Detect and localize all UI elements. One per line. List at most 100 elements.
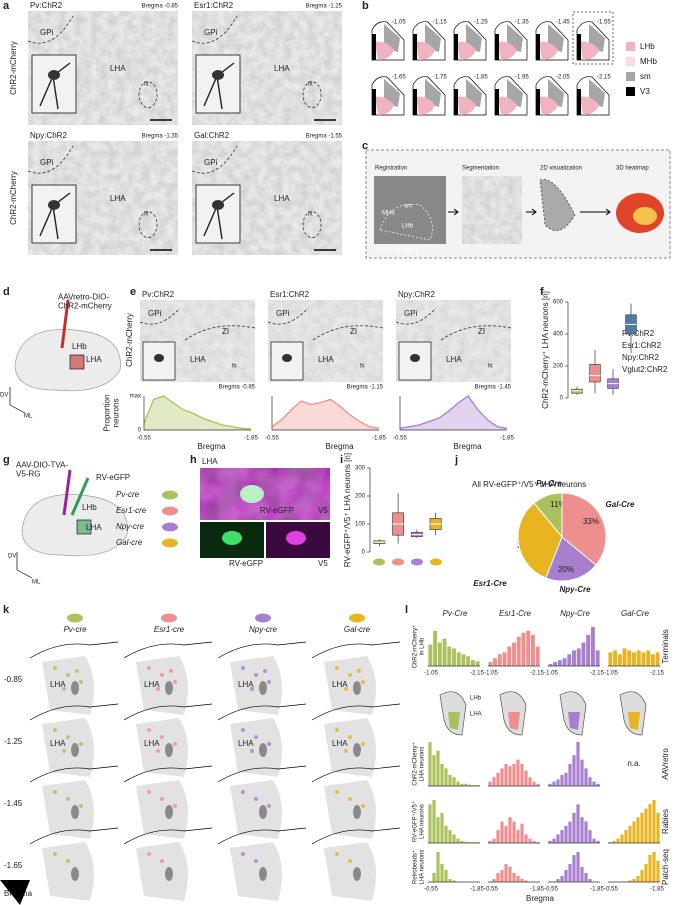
shape [217,703,307,721]
histogram-bar [572,855,576,882]
slice-label: -1.15 [433,20,447,26]
column-header: Pv-Cre [443,609,468,618]
virus: RV-eGFP [96,473,130,482]
fornix [165,681,173,695]
mouse-icon [255,613,271,623]
shape [311,765,401,783]
histogram-bar [548,664,553,666]
histogram-bar [560,775,564,786]
histogram-bar [646,650,651,666]
histogram-bar [440,764,444,786]
histogram-bar [616,838,620,843]
histogram-bar [640,870,644,882]
histogram-bar [436,852,440,882]
shape [136,718,188,777]
channel-label: RV-eGFP [260,506,294,515]
x-tick-label: -0.55 [265,436,279,442]
histogram-bar [552,781,556,786]
pie-slice [561,492,607,566]
shape [29,765,119,783]
histogram-bar [492,879,496,882]
histogram-bar [475,661,480,666]
line-label: Gal-cre [116,538,143,547]
histogram-bar [452,880,456,882]
region: MHb [382,211,395,217]
histogram-bar [655,652,660,666]
region: GPi [40,28,54,37]
region: LHb [72,342,87,351]
shape [539,41,558,60]
x-tick-label: -2.15 [470,671,484,677]
histogram-bar [572,650,576,666]
x-tick-label: -1.85 [590,887,604,893]
histogram-bar [472,785,476,786]
legend-label: Npy:ChR2 [622,353,659,362]
shape [495,34,499,60]
cell-dot [75,669,79,673]
histogram-bar [456,781,460,786]
category-label: Esr1-Cre [473,579,507,588]
y-tick-label: 100 [355,522,366,528]
step-label: 2D visualization [540,166,582,172]
shape [230,718,282,777]
line-label: Npy-cre [249,625,278,634]
cell-dot [169,669,173,673]
row-label: AAVretro [661,748,670,780]
slice-label: -1.45 [556,20,570,26]
bregma: Bregma -1.55 [306,134,343,140]
histogram-bar [632,879,636,882]
shape [139,307,256,341]
stain-label: ChR2-mCherry [378,248,418,254]
histogram-bar [516,830,520,843]
x-tick-label: -2.15 [590,671,604,677]
x-tick-label: -0.55 [484,887,498,893]
histogram-bar [524,880,528,882]
density-area [144,396,251,430]
region: LHA [470,712,482,718]
histogram-bar [521,632,526,666]
x-tick-label: -1.05 [544,671,558,677]
histogram-bar [428,644,433,666]
histogram-bar [576,804,580,843]
histogram-bar [627,650,632,666]
histogram-bar [613,650,618,666]
shape [577,34,581,60]
cell-dot [66,673,70,677]
cell-dot [254,859,258,863]
histogram-bar [644,808,648,843]
arrow [526,208,537,216]
cell-dot [79,804,83,808]
shape [536,34,540,60]
box [589,364,601,383]
legend-label: Pv:ChR2 [622,329,655,338]
region: LHb [470,696,482,702]
shape [42,718,94,777]
axis-label: ChR2-mCherry⁺ LHA neurons [n] [541,291,550,409]
histogram-bar [632,652,636,666]
shape [217,827,307,845]
shape [191,145,238,174]
axis [399,396,507,431]
shape [372,89,376,115]
y-axis-label: RV-eGFP⁺/V5⁺LHA neurons [411,801,425,842]
x-tick-label: -1.85 [470,887,484,893]
shape [217,765,307,783]
histogram-bar [622,648,627,666]
bregma: Bregma -1.35 [142,134,179,140]
cell-dot [156,749,160,753]
histogram-bar [496,873,500,882]
bregma: Bregma -1.15 [347,385,384,391]
region: fx [488,364,493,370]
histogram-bar [492,838,496,843]
slice-label: -2.05 [556,75,570,81]
cell-dot [241,728,245,732]
row-label: Patch-seq [661,849,670,885]
x-tick-label: -1.05 [604,671,618,677]
region: fx [308,212,313,218]
histogram-bar [492,777,496,786]
region: LHA [86,523,102,532]
x-axis-label: Bregma [198,442,227,451]
cell [286,531,306,545]
cell-dot [147,728,151,732]
value-label: 20% [558,565,574,574]
